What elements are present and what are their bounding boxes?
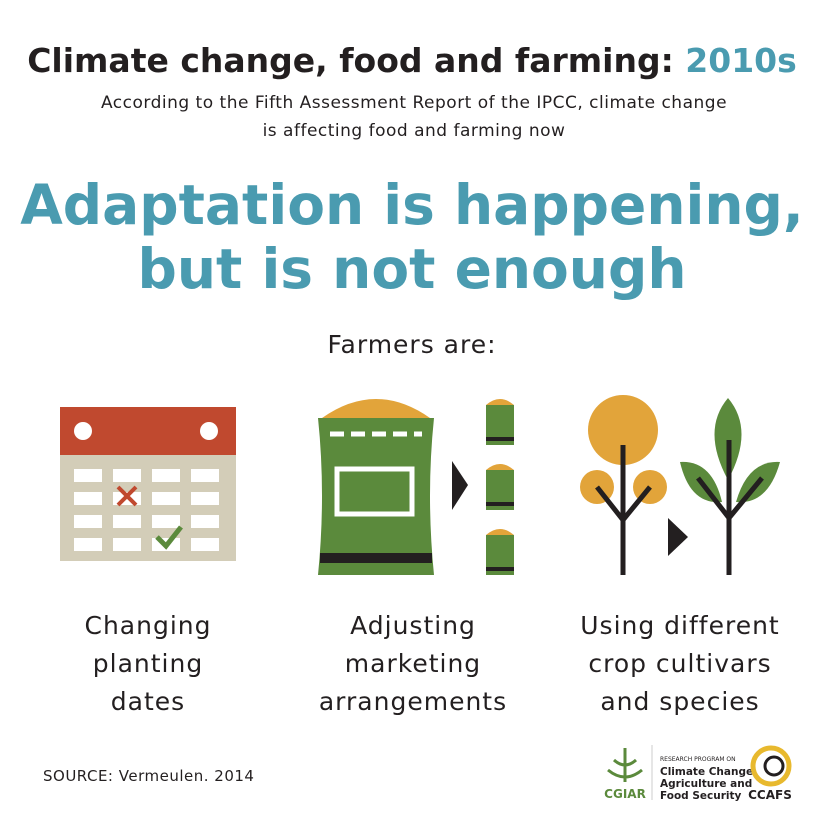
- item-label: and species: [600, 687, 759, 716]
- ccafs-text: CCAFS: [748, 788, 792, 802]
- title-text: Climate change, food and farming:: [27, 41, 674, 80]
- item-label: dates: [111, 687, 185, 716]
- small-bag-band: [486, 567, 514, 571]
- calendar-cell: [152, 492, 180, 505]
- small-bag-top: [486, 464, 514, 470]
- intro: Farmers are:: [327, 330, 496, 359]
- item-label: Changing: [85, 611, 212, 640]
- calendar-cell: [191, 538, 219, 551]
- program-name: Agriculture and: [660, 778, 752, 790]
- headline: Adaptation is happening,: [20, 173, 804, 237]
- program-kicker: RESEARCH PROGRAM ON: [660, 756, 736, 763]
- subtitle: According to the Fifth Assessment Report…: [101, 93, 727, 113]
- item-label: Adjusting: [350, 611, 476, 640]
- small-bag-top: [486, 529, 514, 535]
- small-bag-band: [486, 437, 514, 441]
- calendar-cell: [113, 515, 141, 528]
- headline: but is not enough: [137, 237, 686, 301]
- calendar-cell: [74, 515, 102, 528]
- calendar-cell: [74, 469, 102, 482]
- trees-icon: [580, 395, 780, 575]
- source: SOURCE: Vermeulen. 2014: [43, 767, 254, 785]
- calendar-cell: [113, 469, 141, 482]
- item-label: planting: [93, 649, 203, 678]
- calendar-cell: [74, 492, 102, 505]
- title: Climate change, food and farming: 2010s: [27, 41, 797, 80]
- cgiar-text: CGIAR: [604, 787, 646, 801]
- ccafs-logo: CCAFS: [748, 745, 792, 802]
- program-name: Climate Change,: [660, 766, 757, 778]
- item-label: crop cultivars: [588, 649, 771, 678]
- bag-icon: [318, 399, 514, 575]
- cgiar-logo: CGIAR: [604, 748, 646, 801]
- subtitle: is affecting food and farming now: [263, 121, 566, 141]
- calendar-cell: [191, 492, 219, 505]
- item-label: Using different: [580, 611, 780, 640]
- calendar-cell: [113, 538, 141, 551]
- item-label: arrangements: [319, 687, 507, 716]
- item-label: marketing: [345, 649, 481, 678]
- calendar-icon: [60, 407, 236, 561]
- title-highlight: 2010s: [685, 41, 797, 80]
- calendar-cell: [191, 515, 219, 528]
- calendar-cell: [152, 515, 180, 528]
- program-name: Food Security: [660, 790, 742, 802]
- calendar-cell: [191, 469, 219, 482]
- calendar-cell: [152, 469, 180, 482]
- small-bag-top: [486, 399, 514, 405]
- small-bag-band: [486, 502, 514, 506]
- calendar-cell: [74, 538, 102, 551]
